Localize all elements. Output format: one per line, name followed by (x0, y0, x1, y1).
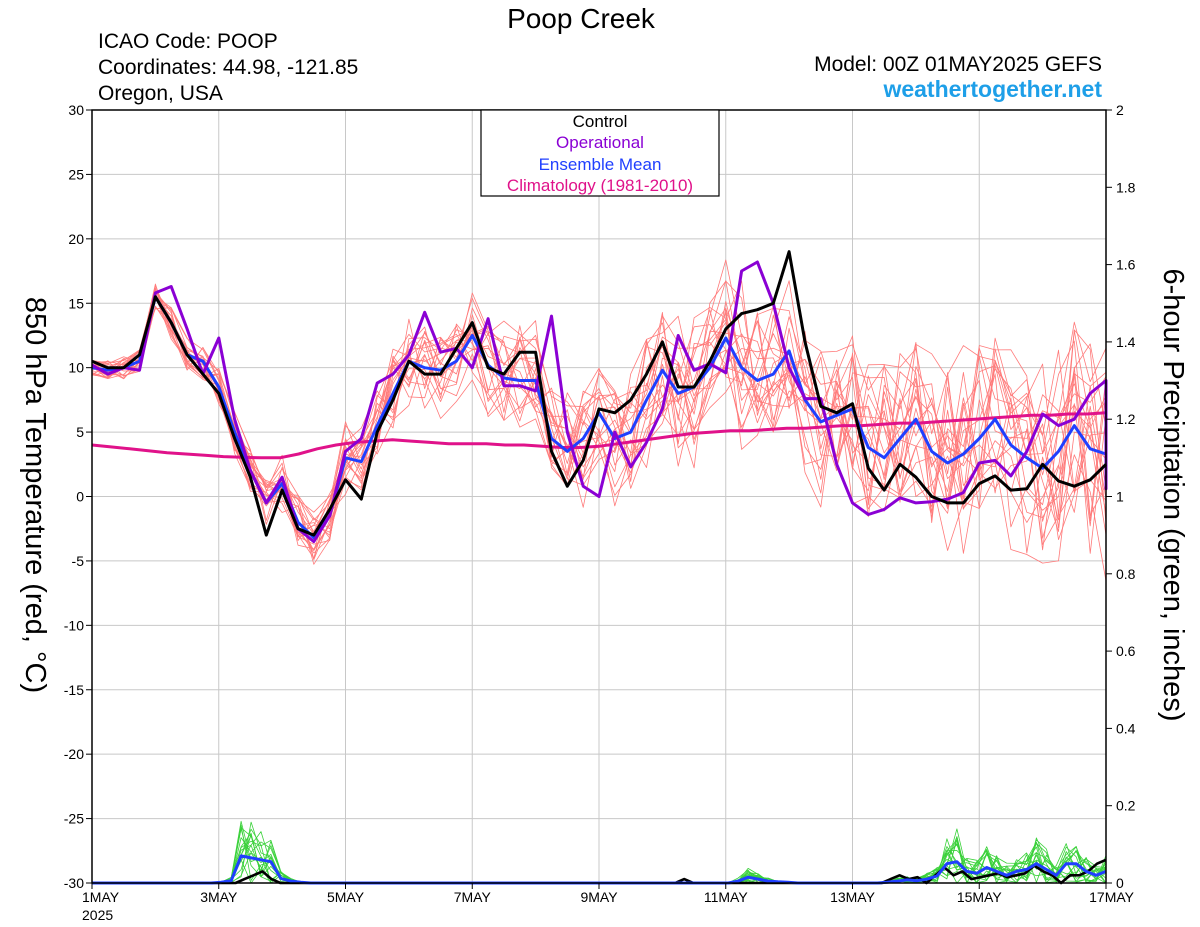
x-tick-label: 1MAY (82, 889, 120, 905)
y2-tick-label: 0.4 (1116, 720, 1136, 736)
y2-tick-label: 1.8 (1116, 179, 1136, 195)
ensemble-member-line (91, 289, 1107, 559)
x-tick-label: 15MAY (957, 889, 1003, 905)
station-line-region: Oregon, USA (98, 82, 223, 105)
y-tick-label: 0 (76, 489, 84, 505)
y-tick-label: -30 (64, 875, 84, 891)
x-tick-label: 11MAY (704, 889, 748, 905)
y-tick-label: 25 (68, 166, 84, 182)
y-tick-label: -25 (64, 811, 84, 827)
y2-tick-label: 0 (1116, 875, 1124, 891)
control-line (91, 250, 1108, 537)
y2-tick-label: 0.8 (1116, 566, 1136, 582)
x-tick-label: 5MAY (327, 889, 365, 905)
x-tick-label: 9MAY (580, 889, 618, 905)
x-tick-label: 7MAY (454, 889, 492, 905)
axes: -30-25-20-15-10-505101520253000.20.40.60… (64, 102, 1136, 923)
x-tick-label: 3MAY (200, 889, 238, 905)
legend-item-control: Control (573, 112, 628, 131)
y2-axis-label: 6-hour Precipitation (green, inches) (1157, 269, 1189, 722)
ensemble-member-line (91, 293, 1107, 559)
y2-tick-label: 2 (1116, 102, 1124, 118)
y-tick-label: 30 (68, 102, 84, 118)
station-line-coordinates: Coordinates: 44.98, -121.85 (98, 56, 358, 79)
legend-item-operational: Operational (556, 133, 644, 152)
ensemble-member-line (91, 307, 1107, 535)
operational-line (91, 260, 1108, 544)
legend-item-ensemble-mean: Ensemble Mean (539, 155, 662, 174)
legend-box (480, 109, 720, 197)
y2-tick-label: 1 (1116, 489, 1124, 505)
ensemble-member-lines (91, 259, 1107, 582)
chart-title: Poop Creek (507, 3, 656, 34)
y2-tick-label: 1.6 (1116, 257, 1136, 273)
ensemble-member-line (91, 297, 1107, 545)
y2-tick-label: 0.2 (1116, 798, 1136, 814)
climatology-line (91, 411, 1107, 460)
y-tick-label: -20 (64, 746, 84, 762)
ensemble-member-line (91, 280, 1107, 554)
site-link[interactable]: weathertogether.net (882, 76, 1102, 102)
legend-item-climatology: Climatology (1981-2010) (507, 176, 693, 195)
y2-tick-label: 0.6 (1116, 643, 1136, 659)
y-tick-label: 15 (68, 295, 84, 311)
legend: Control Operational Ensemble Mean Climat… (480, 109, 720, 197)
y-tick-label: -5 (72, 553, 85, 569)
y-axis-label: 850 hPa Temperature (red, °C) (19, 297, 51, 693)
y-tick-label: 5 (76, 424, 84, 440)
x-sub-label: 2025 (82, 907, 113, 923)
y-tick-label: 10 (68, 360, 84, 376)
main-series-lines (91, 250, 1108, 544)
y2-tick-label: 1.4 (1116, 334, 1136, 350)
model-run-label: Model: 00Z 01MAY2025 GEFS (814, 53, 1102, 76)
x-tick-label: 17MAY (1089, 889, 1135, 905)
x-tick-label: 13MAY (830, 889, 876, 905)
ensemble-member-line (91, 305, 1107, 561)
ensemble-member-line (91, 307, 1107, 564)
ensemble-member-line (91, 295, 1107, 530)
y2-tick-label: 1.2 (1116, 411, 1136, 427)
y-tick-label: -15 (64, 682, 84, 698)
y-tick-label: 20 (68, 231, 84, 247)
ensemble-member-line (91, 292, 1107, 534)
station-line-icao: ICAO Code: POOP (98, 30, 278, 53)
y-tick-label: -10 (64, 617, 84, 633)
